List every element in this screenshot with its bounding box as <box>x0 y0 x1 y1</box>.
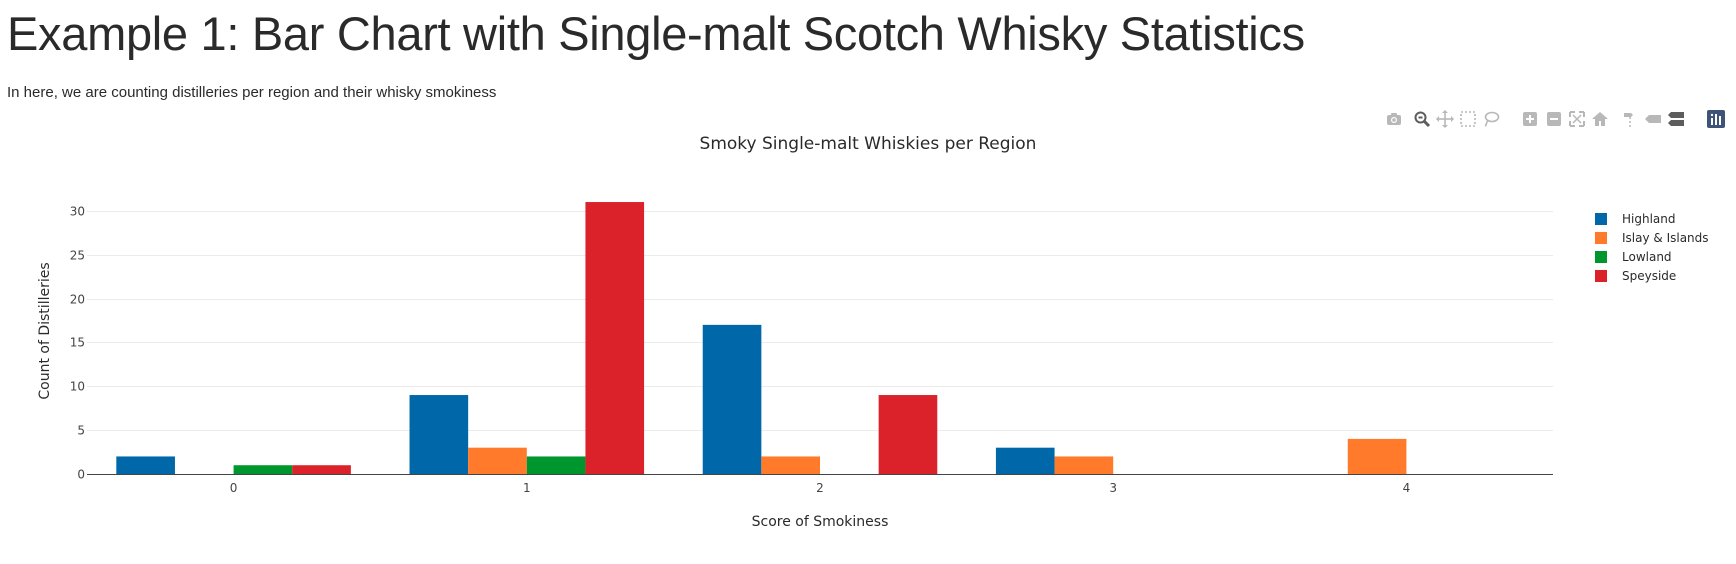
x-tick-label: 3 <box>1109 481 1117 495</box>
legend-label: Speyside <box>1622 269 1676 283</box>
legend-item[interactable]: Lowland <box>1595 250 1672 264</box>
chart-modebar <box>1380 109 1730 129</box>
legend-swatch <box>1595 213 1607 225</box>
legend-swatch <box>1595 232 1607 244</box>
chart-title: Smoky Single-malt Whiskies per Region <box>700 134 1037 154</box>
bar[interactable] <box>468 447 527 474</box>
legend-label: Islay & Islands <box>1622 231 1709 245</box>
legend-label: Lowland <box>1622 250 1672 264</box>
x-tick-labels: 0 1 2 3 4 <box>230 481 1410 495</box>
y-tick-labels: 0 5 10 15 20 25 30 <box>70 205 85 482</box>
bar[interactable] <box>995 447 1055 474</box>
spike-lines-icon[interactable] <box>1620 109 1640 129</box>
y-tick-label: 20 <box>70 293 85 307</box>
legend-item[interactable]: Highland <box>1595 212 1676 226</box>
bar[interactable] <box>761 456 820 474</box>
bar[interactable] <box>409 395 469 474</box>
lasso-select-icon[interactable] <box>1481 109 1501 129</box>
bar[interactable] <box>702 324 762 474</box>
hover-compare-icon[interactable] <box>1666 109 1686 129</box>
x-tick-label: 0 <box>230 481 238 495</box>
hover-closest-icon[interactable] <box>1643 109 1663 129</box>
bar[interactable] <box>116 456 175 474</box>
gridlines <box>87 211 1553 431</box>
x-axis-title: Score of Smokiness <box>752 514 889 530</box>
bar[interactable] <box>292 465 351 474</box>
bar-chart: Smoky Single-malt Whiskies per Region 0 5… <box>37 134 1709 530</box>
bar[interactable] <box>1054 456 1114 474</box>
y-tick-label: 15 <box>70 336 85 350</box>
x-tick-label: 4 <box>1403 481 1411 495</box>
page-title: Example 1: Bar Chart with Single-malt Sc… <box>7 7 1305 60</box>
bars[interactable] <box>116 202 1407 474</box>
legend: Highland Islay & Islands Lowland Speyside <box>1595 212 1709 283</box>
zoom-out-icon[interactable] <box>1544 109 1564 129</box>
y-axis-title: Count of Distilleries <box>37 262 53 399</box>
autoscale-icon[interactable] <box>1567 109 1587 129</box>
box-select-icon[interactable] <box>1458 109 1478 129</box>
legend-item[interactable]: Speyside <box>1595 269 1676 283</box>
y-tick-label: 25 <box>70 249 85 263</box>
bar[interactable] <box>233 465 293 474</box>
bar[interactable] <box>878 395 938 474</box>
legend-label: Highland <box>1622 212 1676 226</box>
zoom-icon[interactable] <box>1412 109 1432 129</box>
x-tick-label: 2 <box>816 481 824 495</box>
home-icon[interactable] <box>1590 109 1610 129</box>
zoom-in-icon[interactable] <box>1520 109 1540 129</box>
y-tick-label: 0 <box>77 468 85 482</box>
bar[interactable] <box>526 456 586 474</box>
y-tick-label: 5 <box>77 424 85 438</box>
y-tick-label: 10 <box>70 380 85 394</box>
pan-icon[interactable] <box>1435 109 1455 129</box>
legend-item[interactable]: Islay & Islands <box>1595 231 1709 245</box>
x-tick-label: 1 <box>523 481 531 495</box>
bar[interactable] <box>1347 438 1407 474</box>
plotly-logo-icon[interactable] <box>1706 109 1726 129</box>
page-subtitle: In here, we are counting distilleries pe… <box>7 84 497 101</box>
legend-swatch <box>1595 270 1607 282</box>
bar[interactable] <box>585 202 645 474</box>
y-tick-label: 30 <box>70 205 85 219</box>
camera-icon[interactable] <box>1384 109 1404 129</box>
legend-swatch <box>1595 251 1607 263</box>
